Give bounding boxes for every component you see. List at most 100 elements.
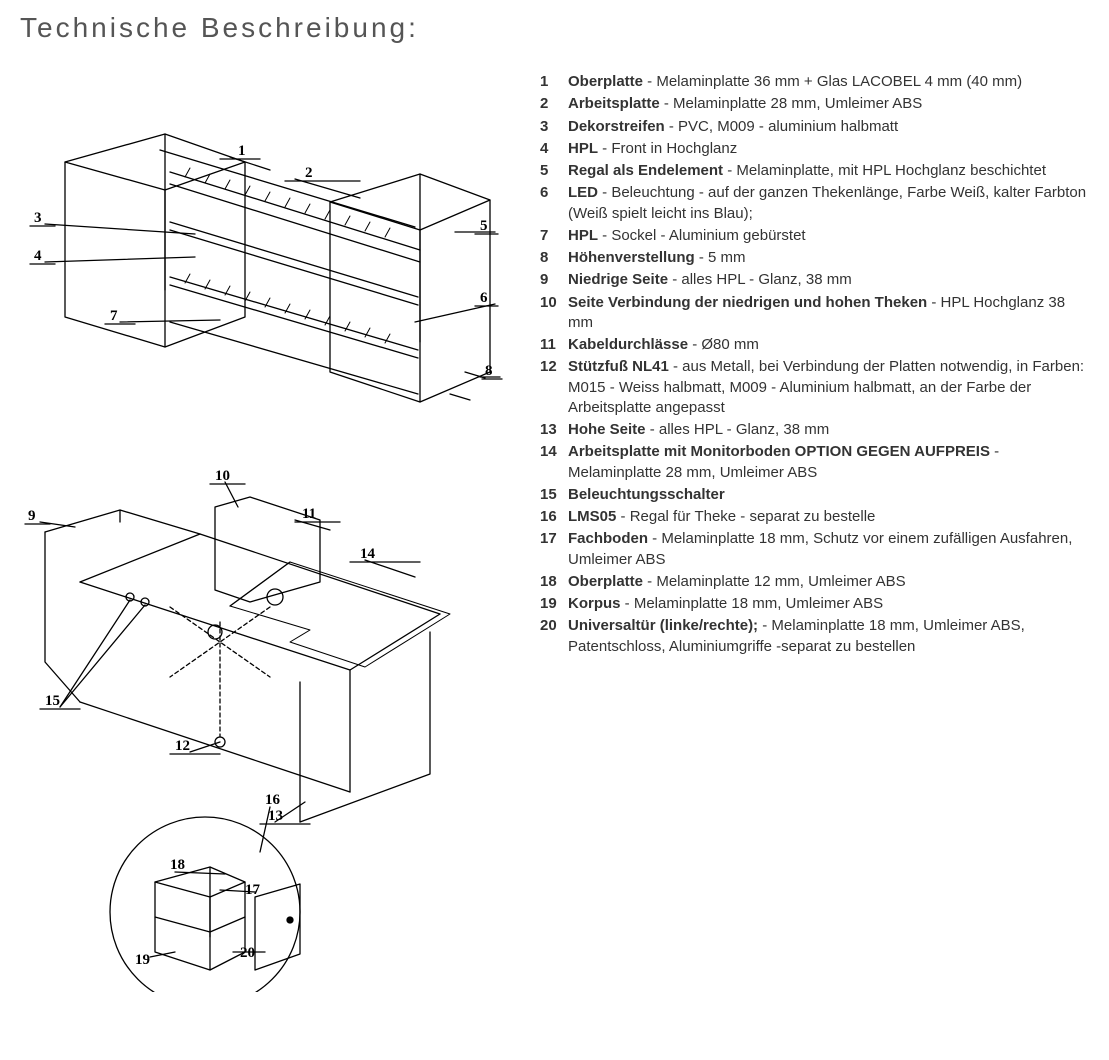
diagram-label-2: 2	[305, 165, 313, 181]
diagram-label-20: 20	[240, 945, 255, 961]
spec-body: Fachboden - Melaminplatte 18 mm, Schutz …	[568, 529, 1089, 570]
spec-name: HPL	[568, 227, 598, 244]
diagram-label-16: 16	[265, 792, 281, 808]
spec-name: Arbeitsplatte	[568, 95, 660, 112]
spec-name: Korpus	[568, 595, 621, 612]
spec-name: Universaltür (linke/rechte);	[568, 617, 758, 634]
spec-number: 18	[540, 572, 568, 592]
spec-item: 20Universaltür (linke/rechte); - Melamin…	[540, 616, 1089, 657]
spec-item: 17Fachboden - Melaminplatte 18 mm, Schut…	[540, 529, 1089, 570]
spec-body: HPL - Sockel - Aluminium gebürstet	[568, 226, 1089, 246]
spec-name: Stützfuß NL41	[568, 358, 669, 375]
diagram-label-15: 15	[45, 693, 60, 709]
spec-item: 3Dekorstreifen - PVC, M009 - aluminium h…	[540, 117, 1089, 137]
spec-name: Arbeitsplatte mit Monitorboden OPTION GE…	[568, 443, 990, 460]
spec-item: 6LED - Beleuchtung - auf der ganzen Thek…	[540, 183, 1089, 224]
spec-name: Oberplatte	[568, 73, 643, 90]
spec-name: Regal als Endelement	[568, 162, 723, 179]
spec-body: HPL - Front in Hochglanz	[568, 139, 1089, 159]
spec-item: 19Korpus - Melaminplatte 18 mm, Umleimer…	[540, 594, 1089, 614]
spec-number: 19	[540, 594, 568, 614]
diagram-label-13: 13	[268, 808, 283, 824]
diagram-column: 1 2 3 4 5 6 7 8 9 10 11 12 13 14 15 16 1…	[20, 72, 510, 992]
spec-item: 10Seite Verbindung der niedrigen und hoh…	[540, 293, 1089, 334]
diagram-label-6: 6	[480, 290, 488, 306]
spec-desc: - Sockel - Aluminium gebürstet	[598, 227, 806, 244]
spec-body: Regal als Endelement - Melaminplatte, mi…	[568, 161, 1089, 181]
spec-number: 6	[540, 183, 568, 224]
spec-desc: - Beleuchtung - auf der ganzen Thekenlän…	[568, 184, 1086, 221]
spec-item: 14Arbeitsplatte mit Monitorboden OPTION …	[540, 442, 1089, 483]
spec-body: Seite Verbindung der niedrigen und hohen…	[568, 293, 1089, 334]
spec-desc: - Ø80 mm	[688, 336, 759, 353]
spec-body: Universaltür (linke/rechte); - Melaminpl…	[568, 616, 1089, 657]
diagram-label-11: 11	[302, 506, 316, 522]
spec-desc: - Melaminplatte 36 mm + Glas LACOBEL 4 m…	[643, 73, 1022, 90]
spec-item: 7HPL - Sockel - Aluminium gebürstet	[540, 226, 1089, 246]
diagram-label-4: 4	[34, 248, 42, 264]
diagram-label-3: 3	[34, 210, 42, 226]
spec-number: 2	[540, 94, 568, 114]
diagram-label-12: 12	[175, 738, 190, 754]
spec-number: 12	[540, 357, 568, 418]
spec-item: 16LMS05 - Regal für Theke - separat zu b…	[540, 507, 1089, 527]
spec-desc: - Front in Hochglanz	[598, 140, 737, 157]
spec-desc: - Melaminplatte 18 mm, Umleimer ABS	[621, 595, 884, 612]
spec-desc: - Melaminplatte 12 mm, Umleimer ABS	[643, 573, 906, 590]
spec-name: Fachboden	[568, 530, 648, 547]
spec-desc: - Melaminplatte, mit HPL Hochglanz besch…	[723, 162, 1046, 179]
spec-body: LED - Beleuchtung - auf der ganzen Theke…	[568, 183, 1089, 224]
spec-item: 12Stützfuß NL41 - aus Metall, bei Verbin…	[540, 357, 1089, 418]
spec-name: Beleuchtungsschalter	[568, 486, 725, 503]
spec-body: Höhenverstellung - 5 mm	[568, 248, 1089, 268]
spec-name: HPL	[568, 140, 598, 157]
spec-item: 9Niedrige Seite - alles HPL - Glanz, 38 …	[540, 270, 1089, 290]
spec-number: 11	[540, 335, 568, 355]
spec-number: 8	[540, 248, 568, 268]
spec-item: 18Oberplatte - Melaminplatte 12 mm, Umle…	[540, 572, 1089, 592]
spec-number: 5	[540, 161, 568, 181]
spec-body: Beleuchtungsschalter	[568, 485, 1089, 505]
spec-number: 10	[540, 293, 568, 334]
spec-name: Kabeldurchlässe	[568, 336, 688, 353]
spec-number: 7	[540, 226, 568, 246]
spec-desc: - alles HPL - Glanz, 38 mm	[668, 271, 852, 288]
spec-body: Oberplatte - Melaminplatte 12 mm, Umleim…	[568, 572, 1089, 592]
diagram-label-8: 8	[485, 363, 493, 379]
spec-name: Hohe Seite	[568, 421, 646, 438]
diagram-label-10: 10	[215, 468, 230, 484]
diagram-label-5: 5	[480, 218, 488, 234]
spec-desc: - PVC, M009 - aluminium halbmatt	[665, 118, 898, 135]
spec-name: LMS05	[568, 508, 616, 525]
spec-number: 9	[540, 270, 568, 290]
spec-item: 13Hohe Seite - alles HPL - Glanz, 38 mm	[540, 420, 1089, 440]
spec-name: LED	[568, 184, 598, 201]
spec-item: 5Regal als Endelement - Melaminplatte, m…	[540, 161, 1089, 181]
spec-body: LMS05 - Regal für Theke - separat zu bes…	[568, 507, 1089, 527]
spec-number: 17	[540, 529, 568, 570]
spec-body: Niedrige Seite - alles HPL - Glanz, 38 m…	[568, 270, 1089, 290]
spec-number: 1	[540, 72, 568, 92]
spec-item: 11Kabeldurchlässe - Ø80 mm	[540, 335, 1089, 355]
diagram-label-1: 1	[238, 143, 246, 159]
spec-body: Hohe Seite - alles HPL - Glanz, 38 mm	[568, 420, 1089, 440]
page-title: Technische Beschreibung:	[20, 12, 1089, 44]
spec-name: Oberplatte	[568, 573, 643, 590]
spec-body: Oberplatte - Melaminplatte 36 mm + Glas …	[568, 72, 1089, 92]
spec-list-column: 1Oberplatte - Melaminplatte 36 mm + Glas…	[540, 72, 1089, 992]
spec-item: 1Oberplatte - Melaminplatte 36 mm + Glas…	[540, 72, 1089, 92]
spec-list: 1Oberplatte - Melaminplatte 36 mm + Glas…	[540, 72, 1089, 657]
technical-drawing: 1 2 3 4 5 6 7 8 9 10 11 12 13 14 15 16 1…	[20, 72, 510, 992]
spec-name: Höhenverstellung	[568, 249, 695, 266]
spec-number: 15	[540, 485, 568, 505]
spec-number: 14	[540, 442, 568, 483]
spec-desc: - 5 mm	[695, 249, 746, 266]
spec-body: Kabeldurchlässe - Ø80 mm	[568, 335, 1089, 355]
spec-name: Dekorstreifen	[568, 118, 665, 135]
diagram-label-9: 9	[28, 508, 36, 524]
spec-number: 4	[540, 139, 568, 159]
diagram-label-14: 14	[360, 546, 376, 562]
spec-number: 20	[540, 616, 568, 657]
spec-number: 13	[540, 420, 568, 440]
spec-body: Korpus - Melaminplatte 18 mm, Umleimer A…	[568, 594, 1089, 614]
